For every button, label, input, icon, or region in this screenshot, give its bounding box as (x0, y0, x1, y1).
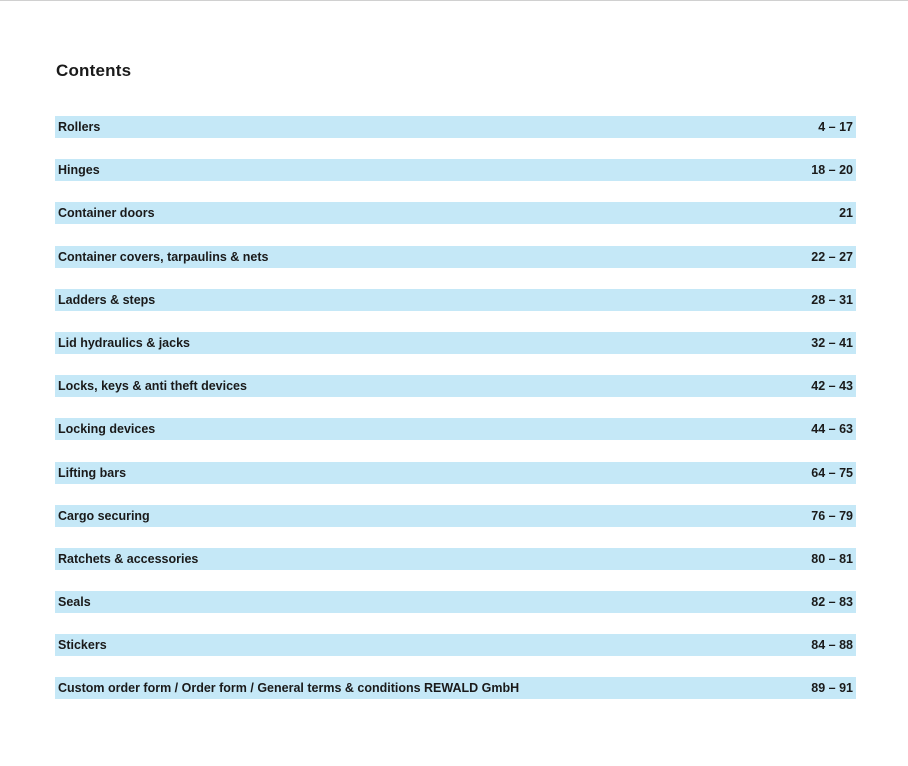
toc-entry-label: Seals (58, 595, 91, 610)
toc-entry-pages: 32 – 41 (811, 335, 853, 350)
toc-entry-pages: 28 – 31 (811, 292, 853, 307)
toc-row[interactable]: Container covers, tarpaulins & nets 22 – … (55, 245, 856, 268)
toc-entry-pages: 76 – 79 (811, 508, 853, 523)
toc-entry-label: Ratchets & accessories (58, 551, 199, 566)
toc-entry-label: Ladders & steps (58, 292, 156, 307)
toc-entry-label: Container doors (58, 206, 155, 221)
toc-row[interactable]: Locking devices 44 – 63 (55, 418, 856, 441)
toc-entry-pages: 64 – 75 (811, 465, 853, 480)
toc-entry-pages: 21 (839, 206, 853, 221)
toc-row[interactable]: Cargo securing 76 – 79 (55, 504, 856, 527)
toc-entry-label: Custom order form / Order form / General… (58, 681, 520, 696)
toc-row[interactable]: Ladders & steps 28 – 31 (55, 288, 856, 311)
toc-entry-label: Cargo securing (58, 508, 150, 523)
toc-row[interactable]: Hinges 18 – 20 (55, 159, 856, 182)
toc-row[interactable]: Seals 82 – 83 (55, 591, 856, 614)
toc-entry-pages: 80 – 81 (811, 551, 853, 566)
toc-entry-label: Container covers, tarpaulins & nets (58, 249, 269, 264)
toc-row[interactable]: Locks, keys & anti theft devices 42 – 43 (55, 375, 856, 398)
toc-row[interactable]: Ratchets & accessories 80 – 81 (55, 547, 856, 570)
toc-entry-pages: 44 – 63 (811, 422, 853, 437)
toc-entry-pages: 18 – 20 (811, 163, 853, 178)
toc-entry-pages: 89 – 91 (811, 681, 853, 696)
toc-entry-pages: 82 – 83 (811, 595, 853, 610)
toc-entry-label: Stickers (58, 638, 107, 653)
toc-entry-label: Lid hydraulics & jacks (58, 335, 190, 350)
toc-entry-pages: 42 – 43 (811, 379, 853, 394)
page-title: Contents (56, 61, 132, 80)
toc-entry-pages: 4 – 17 (818, 120, 853, 134)
toc-row[interactable]: Lifting bars 64 – 75 (55, 461, 856, 484)
top-divider (0, 0, 908, 1)
toc-row[interactable]: Lid hydraulics & jacks 32 – 41 (55, 331, 856, 354)
table-of-contents: Rollers 4 – 17 Hinges 18 – 20 Container door… (55, 116, 856, 700)
toc-entry-label: Hinges (58, 163, 100, 178)
toc-entry-label: Rollers (58, 120, 101, 134)
toc-row[interactable]: Rollers 4 – 17 (55, 116, 856, 138)
toc-entry-label: Locks, keys & anti theft devices (58, 379, 247, 394)
toc-row[interactable]: Container doors 21 (55, 202, 856, 225)
toc-row[interactable]: Stickers 84 – 88 (55, 634, 856, 657)
toc-row[interactable]: Custom order form / Order form / General… (55, 677, 856, 700)
toc-entry-label: Locking devices (58, 422, 156, 437)
toc-entry-pages: 84 – 88 (811, 638, 853, 653)
toc-entry-label: Lifting bars (58, 465, 127, 480)
toc-entry-pages: 22 – 27 (811, 249, 853, 264)
